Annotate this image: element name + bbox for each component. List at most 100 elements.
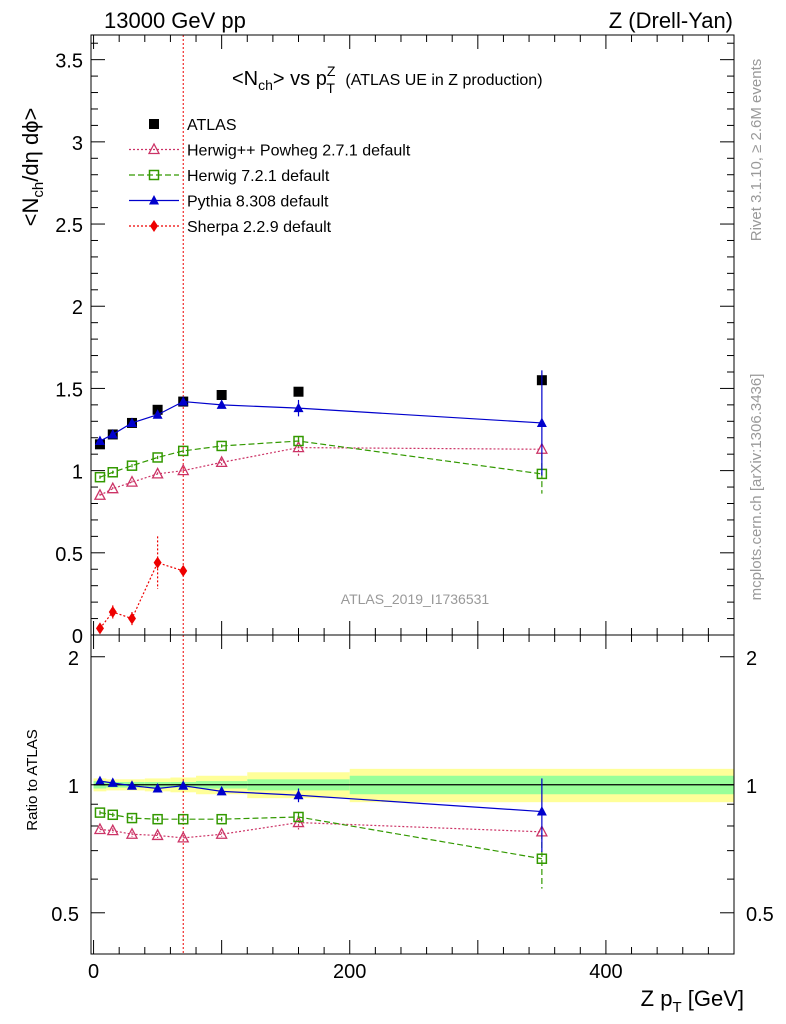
ratio-line-pythia: [99, 780, 542, 813]
main-point-sherpa: [153, 556, 162, 569]
ratio-point-pythia: [178, 780, 189, 790]
legend: ATLAS Herwig++ Powheg 2.7.1 default Herwig…: [129, 117, 411, 236]
ratio-series-herwig7: [94, 807, 548, 889]
ratio-point-pythia: [152, 783, 163, 793]
ratio-point-herwigpp: [215, 827, 228, 839]
legend-label-herwig7: Herwig 7.2.1 default: [187, 168, 330, 185]
ratio-y-tick-label-right: 0.5: [746, 904, 774, 926]
main-y-tick-label: 2: [72, 297, 83, 319]
legend-label-sherpa: Sherpa 2.2.9 default: [187, 219, 332, 236]
legend-entry-pythia: Pythia 8.308 default: [129, 194, 329, 211]
main-point-herwig7: [293, 435, 304, 447]
main-point-sherpa: [95, 622, 104, 635]
main-point-herwigpp: [106, 481, 119, 494]
ratio-line-herwigpp: [99, 821, 542, 839]
header-collision-label: 13000 GeV pp: [104, 8, 246, 33]
x-tick-label: 0: [88, 961, 99, 983]
main-series-sherpa: [95, 536, 188, 635]
legend-label-pythia: Pythia 8.308 default: [187, 194, 329, 211]
main-point-herwig7: [177, 445, 189, 457]
main-point-herwigpp: [177, 463, 190, 476]
ratio-line-herwig7: [99, 812, 542, 860]
main-panel-series: [93, 35, 548, 635]
legend-label-atlas: ATLAS: [187, 117, 237, 134]
ratio-point-herwigpp: [93, 822, 107, 835]
main-point-herwig7: [126, 460, 138, 471]
ratio-point-herwig7: [94, 807, 106, 818]
ratio-point-herwigpp: [125, 827, 139, 839]
main-point-sherpa: [179, 564, 188, 577]
ratio-point-herwig7: [152, 813, 163, 825]
ratio-panel-frame: [90, 634, 735, 955]
ratio-point-herwig7: [216, 813, 227, 825]
ratio-point-herwigpp: [151, 828, 164, 841]
main-point-herwigpp: [125, 475, 139, 487]
main-line-herwig7: [99, 440, 542, 478]
main-point-pythia: [178, 396, 189, 406]
main-point-herwig7: [107, 467, 119, 478]
x-tick-label: 200: [333, 961, 366, 983]
legend-label-herwigpp: Herwig++ Powheg 2.7.1 default: [187, 143, 411, 160]
ratio-point-pythia: [126, 780, 137, 790]
main-line-pythia: [99, 400, 542, 442]
ratio-panel-series: [93, 635, 548, 954]
ratio-point-herwig7: [293, 811, 304, 823]
main-point-herwigpp: [93, 488, 107, 500]
x-axis-label: Z pT [GeV]: [641, 986, 744, 1016]
main-point-pythia: [293, 402, 304, 413]
main-y-axis-label: <Nch/dη dϕ>: [18, 108, 47, 227]
main-series-herwigpp: [93, 437, 548, 500]
main-point-pythia: [107, 428, 118, 439]
main-y-tick-label: 0.5: [55, 544, 83, 566]
main-line-herwigpp: [99, 447, 542, 496]
ratio-point-herwig7: [177, 813, 189, 825]
main-point-herwigpp: [292, 440, 305, 453]
main-y-tick-label: 0: [72, 626, 83, 648]
legend-marker-pythia: [149, 195, 159, 205]
main-y-tick-label: 1: [72, 462, 83, 484]
ratio-y-tick-label: 2: [68, 648, 79, 670]
axis-ticks: 00.511.522.533.50.5 0.51 12 20 200 400: [51, 35, 774, 983]
main-point-herwig7: [152, 452, 163, 463]
analysis-watermark: ATLAS_2019_I1736531: [341, 591, 490, 607]
ratio-point-pythia: [216, 785, 227, 796]
main-y-tick-label: 3: [72, 133, 83, 155]
main-point-herwigpp: [151, 467, 164, 479]
ratio-point-herwig7: [536, 853, 548, 864]
legend-entry-sherpa: Sherpa 2.2.9 default: [129, 219, 332, 236]
main-point-atlas: [293, 386, 304, 397]
legend-marker-herwig7: [148, 169, 160, 181]
main-point-atlas: [216, 390, 227, 400]
main-y-tick-label: 1.5: [55, 379, 83, 401]
main-point-sherpa: [108, 605, 117, 618]
main-y-tick-label: 3.5: [55, 51, 83, 73]
ratio-y-tick-label-right: 2: [746, 648, 757, 670]
ratio-y-axis-label: Ratio to ATLAS: [24, 729, 41, 830]
ratio-point-pythia: [293, 789, 304, 800]
ratio-point-herwigpp: [106, 823, 119, 836]
legend-entry-atlas: ATLAS: [149, 117, 237, 134]
ratio-point-pythia: [536, 806, 547, 816]
main-point-herwig7: [216, 440, 227, 452]
main-series-pythia: [94, 370, 547, 476]
ratio-point-herwig7: [126, 812, 138, 824]
mcplots-reference-label: mcplots.cern.ch [arXiv:1306.3436]: [748, 374, 765, 601]
legend-marker-sherpa: [150, 220, 158, 232]
legend-marker-herwigpp: [147, 142, 161, 155]
ratio-point-pythia: [107, 777, 118, 787]
main-point-pythia: [152, 409, 163, 419]
ratio-y-tick-label: 0.5: [51, 904, 79, 926]
x-tick-label: 400: [589, 961, 622, 983]
rivet-version-label: Rivet 3.1.10, ≥ 2.6M events: [748, 59, 765, 242]
main-point-pythia: [94, 435, 105, 446]
main-point-pythia: [536, 417, 547, 427]
main-y-tick-label: 2.5: [55, 215, 83, 237]
main-point-herwig7: [94, 471, 106, 483]
main-point-herwigpp: [215, 455, 228, 468]
ratio-y-tick-label: 1: [68, 776, 79, 798]
ratio-point-herwigpp: [177, 831, 190, 843]
ratio-point-herwig7: [107, 809, 119, 821]
main-point-pythia: [126, 417, 137, 427]
legend-marker-atlas: [149, 119, 159, 129]
header-process-label: Z (Drell-Yan): [609, 8, 733, 33]
